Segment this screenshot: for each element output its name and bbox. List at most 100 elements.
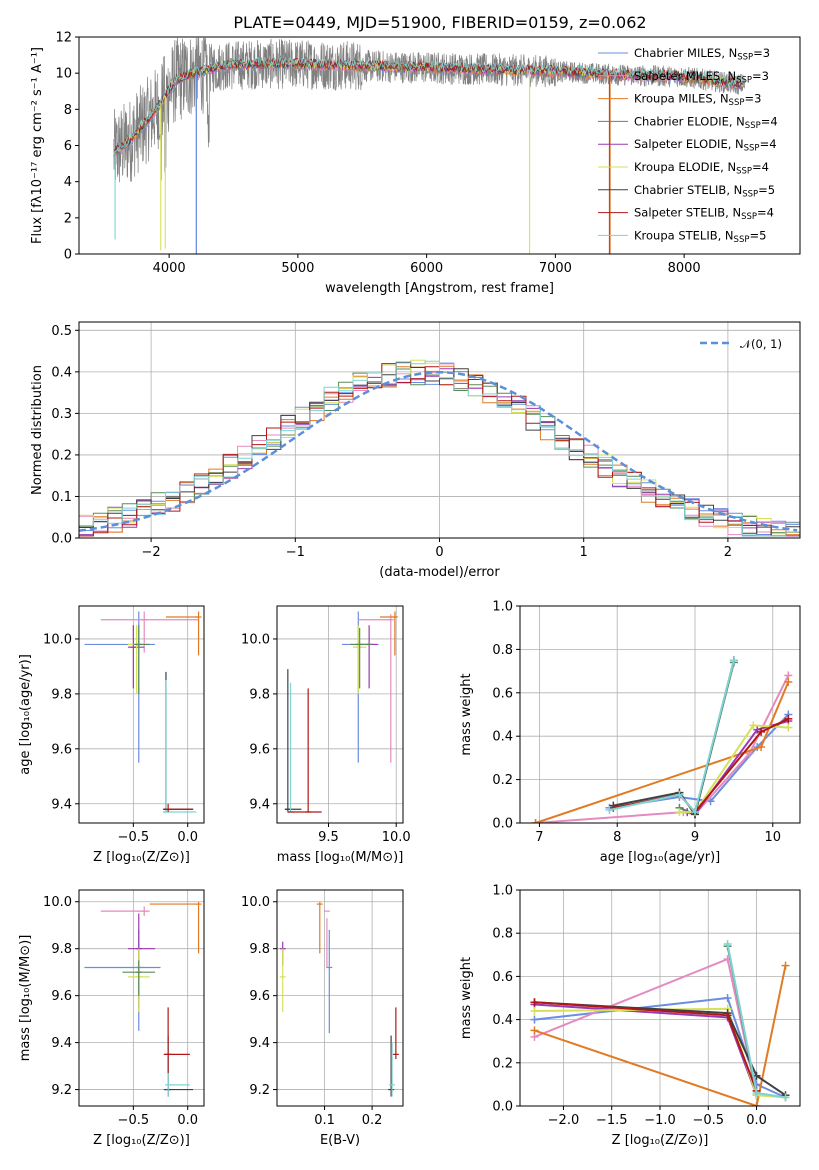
series-line xyxy=(609,660,735,815)
axes-frame xyxy=(276,605,404,824)
x-tick-label: 7 xyxy=(535,830,543,845)
errorbar-point xyxy=(84,929,161,1031)
plot-area xyxy=(520,890,800,1106)
y-axis-label: mass [log₁₀(M/M⊙)] xyxy=(18,935,33,1062)
panel-weight_vs_age: 7 8 9 10 0.0 0.2 0.4 0.6 0.8 1.0 age [log₁₀(age/yr… xyxy=(459,600,801,865)
plus-marker xyxy=(530,1006,539,1015)
errorbar-point xyxy=(388,1035,395,1097)
legend-suffix: =3 xyxy=(744,92,761,106)
x-tick-label: 9 xyxy=(691,830,699,845)
plus-marker xyxy=(784,723,793,732)
series-line xyxy=(535,674,790,823)
x-tick-label: 0.1 xyxy=(314,1113,335,1128)
legend-entry: Kroupa MILES, NSSP=3 xyxy=(634,92,761,109)
y-axis-label: age [log₁₀(age/yr)] xyxy=(18,654,33,775)
x-tick-label: 5000 xyxy=(281,261,314,276)
grid xyxy=(79,606,204,823)
errorbar-point xyxy=(162,671,194,813)
y-tick-label: 9.6 xyxy=(249,989,270,1004)
legend-label: Kroupa STELIB, N xyxy=(634,228,734,242)
plus-marker xyxy=(530,998,539,1007)
y-tick-label: 0.6 xyxy=(492,970,513,985)
plus-marker xyxy=(605,805,614,814)
y-tick-label: 10.0 xyxy=(241,632,270,647)
x-axis-label: Z [log₁₀(Z/Z⊙)] xyxy=(93,1133,190,1148)
y-tick-label: 10.0 xyxy=(241,895,270,910)
legend-suffix: =3 xyxy=(752,69,769,83)
errorbar-point xyxy=(284,669,302,813)
y-tick-label: 10.0 xyxy=(43,632,72,647)
x-tick-label: 0.0 xyxy=(177,830,198,845)
y-tick-label: 0.5 xyxy=(51,324,72,339)
legend-entry: Kroupa STELIB, NSSP=5 xyxy=(634,228,766,245)
legend-sub: SSP xyxy=(744,144,760,154)
legend-suffix: =5 xyxy=(749,228,766,242)
grid xyxy=(277,890,403,1106)
series-line xyxy=(534,1001,787,1097)
y-tick-label: 9.2 xyxy=(51,1083,72,1098)
errorbar-point xyxy=(316,901,323,954)
x-tick-label: 8000 xyxy=(668,261,701,276)
errorbar-point xyxy=(149,901,202,954)
x-tick-label: 10 xyxy=(765,830,782,845)
x-tick-label: 0.0 xyxy=(746,1113,767,1128)
y-axis-label: mass weight xyxy=(459,957,474,1039)
plus-marker xyxy=(723,1011,732,1020)
axes-frame xyxy=(519,605,801,824)
x-tick-label: −1.5 xyxy=(596,1113,628,1128)
model-spectrum xyxy=(113,57,745,154)
legend-label: Salpeter ELODIE, N xyxy=(634,137,744,151)
x-tick-label: −0.5 xyxy=(118,830,150,845)
plus-marker xyxy=(531,819,540,823)
y-axis-label: Normed distribution xyxy=(30,365,45,495)
errorbar-point xyxy=(389,1042,396,1097)
y-tick-label: 0.6 xyxy=(492,686,513,701)
legend-sub: SSP xyxy=(737,53,753,63)
x-axis-label: wavelength [Angstrom, rest frame] xyxy=(325,281,554,296)
errorbar-point xyxy=(392,1007,399,1060)
y-tick-label: 9.6 xyxy=(51,989,72,1004)
plot-area xyxy=(113,37,745,254)
errorbar-point xyxy=(100,611,199,653)
y-tick-label: 0.8 xyxy=(492,643,513,658)
legend-suffix: =3 xyxy=(753,46,770,60)
weight-series xyxy=(675,721,793,817)
plot-area xyxy=(79,606,204,823)
y-tick-label: 0.3 xyxy=(51,407,72,422)
plus-marker xyxy=(757,743,766,752)
errorbar-point xyxy=(342,611,379,763)
plot-area xyxy=(277,890,403,1106)
plus-marker xyxy=(781,1093,790,1102)
y-tick-label: 1.0 xyxy=(492,884,513,899)
plus-marker xyxy=(752,1102,761,1106)
legend-entry: Chabrier STELIB, NSSP=5 xyxy=(634,183,775,200)
y-tick-label: 2 xyxy=(64,211,72,226)
errorbar-point xyxy=(358,614,394,763)
y-tick-label: 9.4 xyxy=(249,797,270,812)
x-tick-label: 9.5 xyxy=(318,830,339,845)
series-line xyxy=(679,662,735,816)
legend-suffix: =4 xyxy=(760,137,777,151)
panel-mass_vs_Z: −0.5 0.0 9.2 9.4 9.6 9.8 10.0 Z [log₁₀(Z/Z⊙)] ma… xyxy=(18,889,205,1148)
y-tick-label: 9.4 xyxy=(51,1036,72,1051)
legend-entry: Salpeter STELIB, NSSP=4 xyxy=(634,206,774,223)
y-tick-label: 9.4 xyxy=(249,1036,270,1051)
grid xyxy=(79,322,800,538)
legend-sub: SSP xyxy=(736,75,752,85)
plus-marker xyxy=(757,727,766,736)
x-tick-label: 0.0 xyxy=(177,1113,198,1128)
y-tick-label: 9.8 xyxy=(51,687,72,702)
panel-mass_vs_EBV: 0.1 0.2 9.2 9.4 9.6 9.8 10.0 E(B-V) xyxy=(241,889,404,1148)
legend-entry: Salpeter MILES, NSSP=3 xyxy=(634,69,769,86)
y-tick-label: 12 xyxy=(55,31,72,46)
y-tick-label: 0 xyxy=(64,248,72,263)
y-tick-label: 0.8 xyxy=(492,927,513,942)
panel-spectrum: 4000 5000 6000 7000 8000 0 2 4 6 8 10 12 wavelength … xyxy=(30,31,801,296)
axes-frame xyxy=(78,605,205,824)
plus-marker xyxy=(784,714,793,723)
errorbar-point xyxy=(133,625,150,694)
grid xyxy=(277,606,403,823)
plus-marker xyxy=(675,808,684,817)
plus-marker xyxy=(729,656,738,665)
